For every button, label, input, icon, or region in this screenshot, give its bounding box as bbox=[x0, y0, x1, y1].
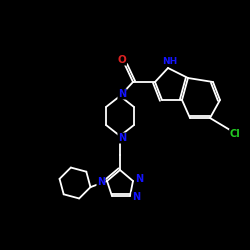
Text: NH: NH bbox=[162, 56, 178, 66]
Text: N: N bbox=[135, 174, 143, 184]
Text: N: N bbox=[118, 133, 126, 143]
Text: N: N bbox=[97, 177, 105, 187]
Text: N: N bbox=[118, 89, 126, 99]
Text: Cl: Cl bbox=[230, 129, 240, 139]
Text: N: N bbox=[132, 192, 140, 202]
Text: O: O bbox=[118, 55, 126, 65]
